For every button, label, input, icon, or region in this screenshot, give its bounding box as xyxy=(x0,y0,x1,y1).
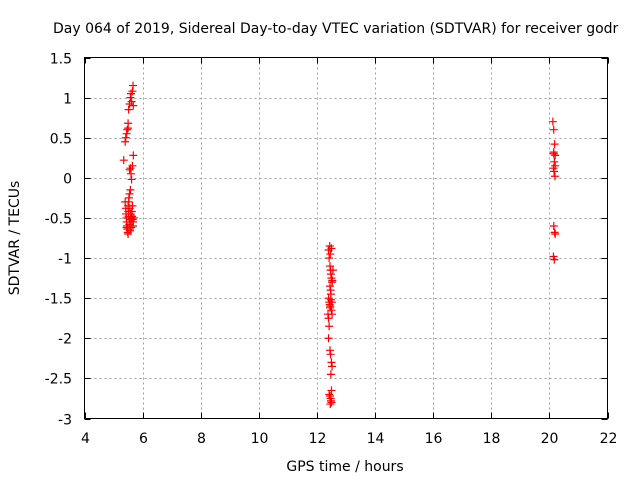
y-tick-labels: -3 -2.5 -2 -1.5 -1 -0.5 0 0.5 1 1.5 xyxy=(45,52,72,429)
y-tick-label: 1.5 xyxy=(50,52,72,68)
data-point xyxy=(327,244,336,253)
axis-ticks xyxy=(84,57,609,420)
data-point xyxy=(124,197,133,206)
data-point xyxy=(326,303,335,312)
data-point xyxy=(124,105,133,114)
data-point xyxy=(550,167,559,176)
x-tick-label: 18 xyxy=(483,431,501,447)
data-point xyxy=(129,151,138,160)
data-point xyxy=(121,133,130,142)
y-tick-label: -3 xyxy=(58,413,72,429)
data-point xyxy=(550,157,559,166)
x-axis-label: GPS time / hours xyxy=(286,459,403,475)
y-tick-label: -1 xyxy=(58,252,72,268)
data-point xyxy=(551,151,560,160)
y-tick-label: 0.5 xyxy=(50,132,72,148)
data-point xyxy=(325,254,334,263)
data-point xyxy=(129,101,138,110)
y-axis-label: SDTVAR / TECUs xyxy=(7,181,23,296)
data-point xyxy=(325,390,334,399)
data-point xyxy=(325,322,334,331)
y-tick-label: -1.5 xyxy=(45,292,72,308)
x-tick-label: 4 xyxy=(81,431,90,447)
data-point xyxy=(324,334,333,343)
data-point xyxy=(125,165,134,174)
data-point xyxy=(127,175,136,184)
x-tick-label: 10 xyxy=(251,431,269,447)
data-point xyxy=(328,362,337,371)
data-point xyxy=(119,156,128,165)
data-point xyxy=(550,255,559,264)
y-tick-label: -2 xyxy=(58,332,72,348)
y-tick-label: -2.5 xyxy=(45,372,72,388)
data-point xyxy=(323,310,332,319)
data-point xyxy=(122,223,131,232)
x-tick-label: 14 xyxy=(367,431,385,447)
data-point xyxy=(125,204,134,213)
data-point xyxy=(326,290,335,299)
data-point xyxy=(126,164,135,173)
data-point xyxy=(127,97,136,106)
data-point xyxy=(549,149,558,158)
y-tick-label: 1 xyxy=(63,92,72,108)
data-point xyxy=(549,125,558,134)
x-tick-label: 20 xyxy=(541,431,559,447)
plot-frame xyxy=(84,57,608,419)
data-point xyxy=(548,117,557,126)
data-point xyxy=(328,266,337,275)
data-point xyxy=(326,370,335,379)
data-point xyxy=(326,250,335,259)
data-point xyxy=(125,189,134,198)
x-tick-label: 16 xyxy=(425,431,443,447)
x-tick-label: 6 xyxy=(139,431,148,447)
data-point xyxy=(550,172,559,181)
data-point xyxy=(328,298,337,307)
data-point xyxy=(327,398,336,407)
grid-lines xyxy=(84,57,608,419)
data-point xyxy=(326,350,335,359)
data-point xyxy=(124,119,133,128)
data-point xyxy=(549,221,558,230)
data-point xyxy=(126,185,135,194)
data-point xyxy=(327,386,336,395)
y-tick-label: 0 xyxy=(63,172,72,188)
data-point xyxy=(328,276,337,285)
x-tick-label: 22 xyxy=(600,431,618,447)
data-point xyxy=(551,229,560,238)
chart-title: Day 064 of 2019, Sidereal Day-to-day VTE… xyxy=(53,21,619,37)
x-tick-labels: 4 6 8 10 12 14 16 18 20 22 xyxy=(81,431,617,447)
y-tick-label: -0.5 xyxy=(45,212,72,228)
data-point xyxy=(326,400,335,409)
data-points xyxy=(119,81,560,409)
data-point xyxy=(550,140,559,149)
x-tick-label: 8 xyxy=(197,431,206,447)
x-tick-label: 12 xyxy=(309,431,327,447)
data-point xyxy=(551,161,560,170)
data-point xyxy=(123,125,132,134)
data-point xyxy=(129,213,138,222)
data-point xyxy=(129,81,138,90)
